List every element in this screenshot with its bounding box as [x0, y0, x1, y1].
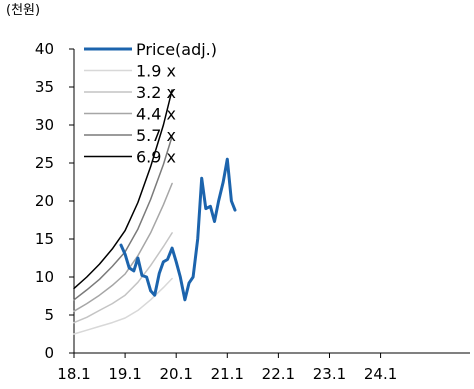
y-tick-label: 10 [35, 268, 54, 286]
legend: Price(adj.) 1.9 x 3.2 x 4.4 x 5.7 x 6.9 x [84, 40, 217, 167]
x-tick-label: 23.1 [313, 365, 346, 383]
series-layer [73, 89, 237, 335]
legend-label-price-adj: Price(adj.) [136, 40, 217, 59]
legend-label-6-9-x: 6.9 x [136, 148, 176, 167]
series-line-6-9-x [73, 89, 173, 290]
series-line-1-9-x [73, 277, 173, 335]
legend-label-4-4-x: 4.4 x [136, 105, 176, 124]
x-tick-label: 21.1 [211, 365, 244, 383]
y-tick-label: 25 [35, 154, 54, 172]
series-line-price-adj [119, 157, 237, 302]
x-tick-label: 20.1 [159, 365, 192, 383]
y-tick-label: 35 [35, 78, 54, 96]
legend-label-3-2-x: 3.2 x [136, 83, 176, 102]
y-tick-label: 40 [35, 40, 54, 58]
x-tick-label: 22.1 [262, 365, 295, 383]
y-tick-label: 5 [44, 306, 54, 324]
y-tick-label: 30 [35, 116, 54, 134]
series-line-3-2-x [73, 232, 173, 324]
series-line-4-4-x [73, 182, 173, 312]
y-tick-label: 20 [35, 192, 54, 210]
unit-label: (천원) [6, 3, 40, 18]
legend-label-1-9-x: 1.9 x [136, 62, 176, 81]
legend-label-5-7-x: 5.7 x [136, 126, 176, 145]
x-tick-label: 18.1 [57, 365, 90, 383]
x-tick-label: 19.1 [108, 365, 141, 383]
x-tick-label: 24.1 [364, 365, 397, 383]
y-tick-label: 15 [35, 230, 54, 248]
axes: 0 5 10 15 20 25 30 35 40 18.1 19.1 20.1 21.1 22.1 23.1… [35, 40, 470, 383]
y-tick-label: 0 [44, 344, 54, 362]
